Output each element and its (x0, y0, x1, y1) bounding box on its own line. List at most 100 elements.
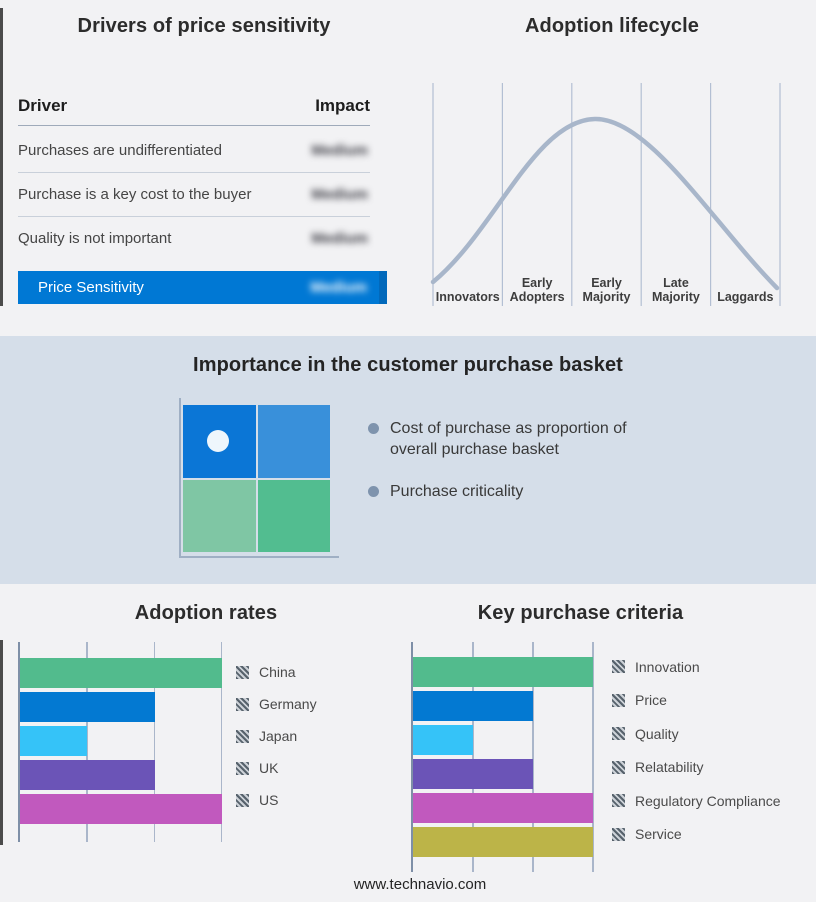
legend-item: Relatability (612, 751, 781, 785)
bar-innovation (413, 657, 593, 687)
left-edge-strip-top (0, 8, 3, 306)
legend-item: US (236, 784, 317, 816)
drivers-table-header: Driver Impact (18, 96, 370, 126)
legend-swatch-icon (612, 760, 625, 774)
legend-swatch-icon (236, 665, 249, 679)
legend-item: Regulatory Compliance (612, 784, 781, 818)
drivers-panel-title: Drivers of price sensitivity (77, 15, 331, 37)
position-marker-dot (207, 430, 229, 452)
bar-service (413, 827, 593, 857)
adoption-rates-title: Adoption rates (134, 602, 278, 624)
price-sensitivity-row: Price Sensitivity Medium (18, 271, 387, 304)
bullet-icon (368, 423, 379, 434)
bar-us (20, 794, 222, 824)
table-row: Purchases are undifferentiated Medium (18, 129, 370, 173)
legend-item: Germany (236, 688, 317, 720)
impact-cell-blurred: Medium (311, 230, 368, 247)
stage-label: Early Adopters (509, 276, 565, 304)
gridline (472, 642, 474, 872)
legend-swatch-icon (612, 660, 625, 674)
bullet-text: Purchase criticality (390, 483, 524, 501)
legend-label: Japan (259, 728, 298, 744)
stage-label: Laggards (717, 290, 774, 304)
website-url: www.technavio.com (353, 876, 487, 893)
purchase-basket-section: Importance in the customer purchase bask… (0, 336, 816, 584)
key-purchase-criteria-chart (411, 642, 594, 872)
column-header-driver: Driver (18, 96, 68, 115)
legend-swatch-icon (612, 827, 625, 841)
table-row: Purchase is a key cost to the buyer Mediu… (18, 173, 370, 217)
legend-item: Price (612, 684, 781, 718)
legend-swatch-icon (236, 697, 249, 711)
quadrant-top-left (183, 405, 256, 478)
legend-item: Service (612, 818, 781, 852)
legend-swatch-icon (612, 794, 625, 808)
key-purchase-criteria-title: Key purchase criteria (477, 602, 684, 624)
bullet-item: Cost of purchase as proportion of overal… (368, 418, 648, 460)
stage-label: Early Majority (582, 276, 631, 304)
bar-uk (20, 760, 155, 790)
bar-price (413, 691, 533, 721)
legend-item: China (236, 656, 317, 688)
gridline (153, 642, 156, 842)
price-sensitivity-impact-blurred: Medium (310, 279, 367, 296)
legend-label: Service (635, 826, 682, 843)
bar-relatability (413, 759, 533, 789)
adoption-lifecycle-chart (430, 83, 781, 306)
quadrant-bottom-right (257, 479, 330, 552)
legend-label: Price (635, 692, 667, 709)
price-sensitivity-label: Price Sensitivity (38, 279, 144, 296)
left-edge-strip-bottom (0, 640, 3, 845)
legend-label: Innovation (635, 658, 700, 675)
legend-item: Japan (236, 720, 317, 752)
legend-label: Quality (635, 725, 679, 742)
bottom-section: Adoption rates Key purchase criteria Chi… (0, 584, 816, 902)
impact-cell-blurred: Medium (311, 186, 368, 203)
quadrant-chart (183, 405, 330, 552)
legend-swatch-icon (236, 793, 249, 807)
gridline (220, 642, 223, 842)
legend-label: UK (259, 760, 279, 776)
basket-panel-title: Importance in the customer purchase bask… (193, 354, 623, 376)
quadrant-axis (179, 398, 339, 558)
legend-swatch-icon (236, 729, 249, 743)
bar-china (20, 658, 222, 688)
bar-quality (413, 725, 473, 755)
stage-label: Late Majority (651, 276, 700, 304)
bullet-icon (368, 486, 379, 498)
lifecycle-stage-labels: Innovators Early Adopters Early Majority La… (433, 266, 780, 306)
gridline (532, 642, 534, 872)
quadrant-bottom-left (183, 479, 256, 552)
stage-label: Innovators (435, 290, 500, 304)
bell-curve (430, 116, 780, 291)
legend-label: Relatability (635, 759, 704, 776)
legend-label: Regulatory Compliance (635, 792, 781, 809)
legend-label: US (259, 792, 279, 808)
lifecycle-panel-title: Adoption lifecycle (524, 15, 700, 37)
quadrant-top-right (257, 405, 330, 478)
adoption-rates-legend: China Germany Japan UK US (236, 656, 317, 816)
bar-regulatory-compliance (413, 793, 593, 823)
driver-cell: Quality is not important (18, 230, 172, 247)
bullet-item: Purchase criticality (368, 481, 648, 502)
bar-japan (20, 726, 88, 756)
legend-item: Quality (612, 717, 781, 751)
driver-cell: Purchases are undifferentiated (18, 142, 223, 159)
column-header-impact: Impact (315, 96, 370, 115)
impact-cell-blurred: Medium (311, 142, 368, 159)
key-purchase-criteria-legend: Innovation Price Quality Relatability Regula… (612, 650, 781, 851)
bullet-text: Cost of purchase as proportion of overal… (390, 420, 627, 459)
legend-label: China (259, 664, 296, 680)
basket-bullet-list: Cost of purchase as proportion of overal… (368, 418, 648, 523)
adoption-rates-chart (18, 642, 223, 842)
bar-germany (20, 692, 155, 722)
legend-item: UK (236, 752, 317, 784)
drivers-table-rows: Purchases are undifferentiated Medium Purc… (18, 129, 370, 260)
legend-swatch-icon (612, 693, 625, 707)
table-row: Quality is not important Medium (18, 217, 370, 260)
legend-label: Germany (259, 696, 317, 712)
driver-cell: Purchase is a key cost to the buyer (18, 186, 252, 203)
top-section: Drivers of price sensitivity Driver Impa… (0, 0, 816, 336)
legend-item: Innovation (612, 650, 781, 684)
gridline (592, 642, 594, 872)
